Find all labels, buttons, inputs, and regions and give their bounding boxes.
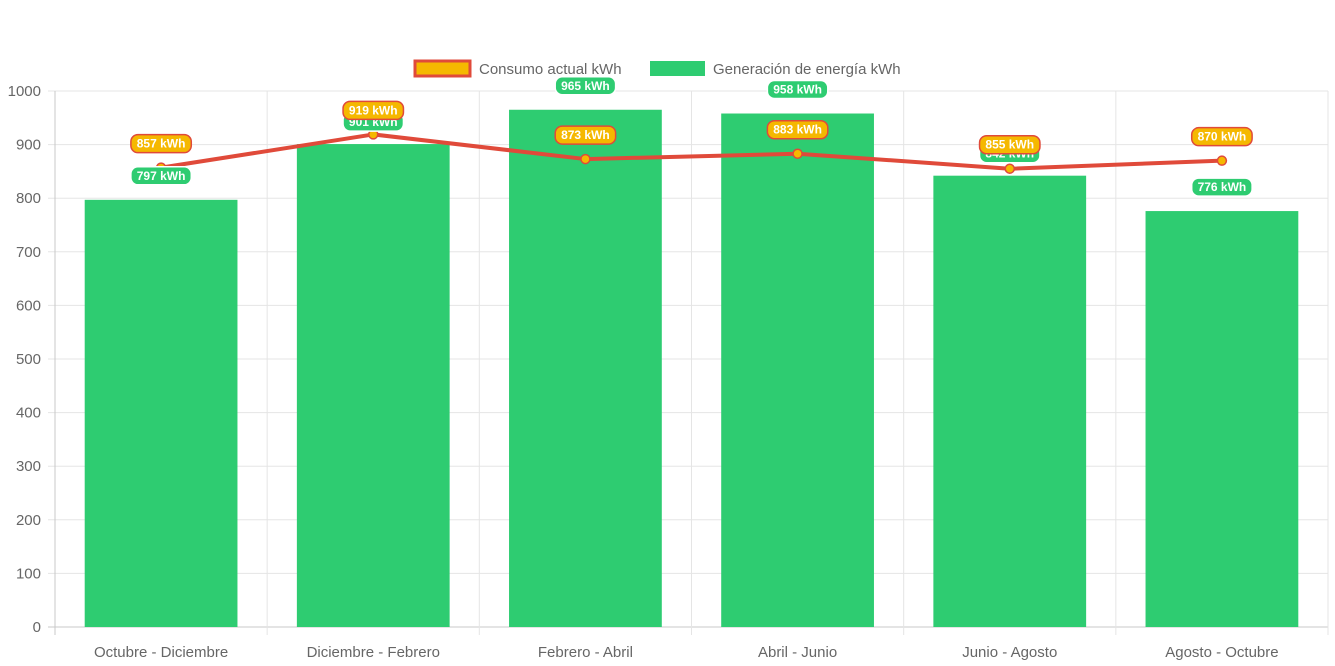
line-data-label: 919 kWh bbox=[349, 103, 398, 117]
bar-data-label: 776 kWh bbox=[1198, 180, 1247, 194]
line-data-label-bg bbox=[978, 134, 1041, 155]
x-tick-label: Octubre - Diciembre bbox=[94, 644, 228, 661]
x-axis: Octubre - Diciembre Diciembre - Febrero Fe… bbox=[94, 644, 1279, 661]
x-tick-label: Junio - Agosto bbox=[962, 644, 1057, 661]
line-path bbox=[160, 132, 1222, 171]
y-tick-label: 1000 bbox=[8, 83, 41, 100]
legend-label-consumo[interactable]: Consumo actual kWh bbox=[479, 61, 622, 78]
y-tick-label: 200 bbox=[16, 512, 41, 529]
bar bbox=[296, 144, 450, 627]
line-point bbox=[580, 153, 591, 165]
y-tick-label: 700 bbox=[16, 244, 41, 261]
line-data-label-bg bbox=[130, 133, 193, 154]
y-axis: 0 100 200 300 400 500 600 700 800 900 1000 bbox=[8, 83, 41, 636]
bar-data-label: 965 kWh bbox=[561, 79, 610, 93]
bar-data-label-bg bbox=[130, 166, 193, 186]
legend-swatch-consumo[interactable] bbox=[413, 59, 472, 78]
bar-data-label: 958 kWh bbox=[773, 83, 822, 97]
legend-label-generacion[interactable]: Generación de energía kWh bbox=[713, 61, 901, 78]
line-point bbox=[1216, 155, 1228, 166]
y-tick-label: 300 bbox=[16, 458, 41, 475]
y-tick-label: 0 bbox=[33, 619, 41, 636]
line-data-label-bg bbox=[554, 125, 617, 145]
line-data-label: 857 kWh bbox=[137, 137, 186, 151]
legend-swatch-generacion[interactable] bbox=[650, 61, 705, 76]
y-tick-label: 400 bbox=[16, 405, 41, 422]
bar bbox=[84, 199, 238, 628]
line-data-label-bg bbox=[1190, 126, 1253, 147]
line-data-label: 855 kWh bbox=[985, 138, 1034, 152]
grid bbox=[48, 90, 1329, 635]
line-data-label: 870 kWh bbox=[1198, 130, 1247, 144]
bar-data-label-bg bbox=[1190, 177, 1253, 197]
bar-data-label-bg bbox=[554, 76, 617, 96]
y-tick-label: 900 bbox=[16, 137, 41, 154]
y-tick-label: 800 bbox=[16, 190, 41, 207]
x-tick-label: Diciembre - Febrero bbox=[307, 644, 440, 661]
x-tick-label: Agosto - Octubre bbox=[1165, 644, 1278, 661]
bar bbox=[933, 175, 1087, 628]
bar bbox=[721, 113, 874, 627]
y-tick-label: 100 bbox=[16, 565, 41, 582]
bar-data-label: 797 kWh bbox=[137, 169, 186, 183]
line-data-label: 873 kWh bbox=[561, 128, 610, 142]
y-tick-label: 600 bbox=[16, 297, 41, 314]
line-data-label: 883 kWh bbox=[773, 123, 822, 137]
x-tick-label: Abril - Junio bbox=[758, 644, 837, 661]
legend[interactable]: Consumo actual kWh Generación de energía… bbox=[413, 59, 901, 78]
bar bbox=[1145, 211, 1299, 627]
line-data-label-bg bbox=[766, 119, 829, 140]
bar bbox=[509, 109, 662, 627]
line-data-label-bg bbox=[342, 100, 405, 121]
bar-series bbox=[84, 109, 1299, 628]
line-point bbox=[792, 148, 803, 159]
bar-data-label-bg bbox=[766, 79, 829, 100]
y-tick-label: 500 bbox=[16, 351, 41, 368]
line-point bbox=[1004, 163, 1015, 174]
x-tick-label: Febrero - Abril bbox=[538, 644, 633, 661]
